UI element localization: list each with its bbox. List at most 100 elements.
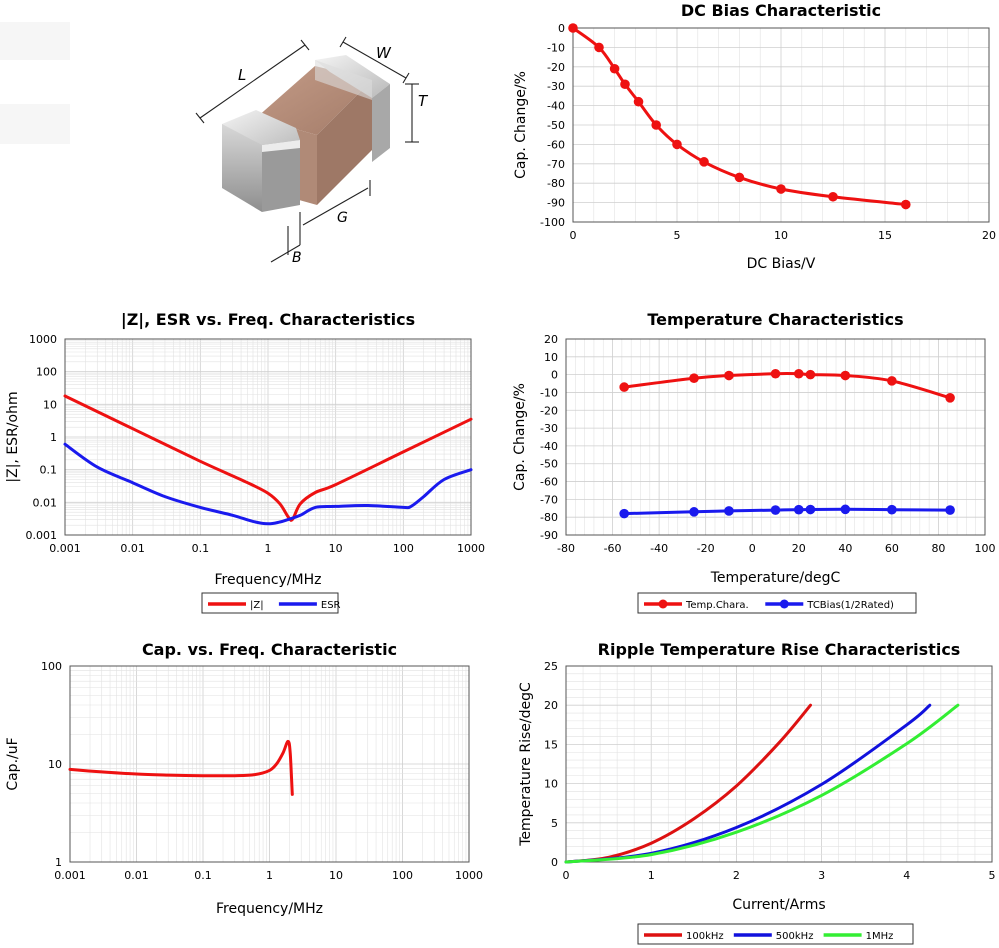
y-tick-label: -60 (540, 476, 558, 489)
y-axis-label: Cap./uF (5, 737, 21, 790)
data-point (840, 504, 851, 515)
chart-cap-freq: 0.001 0.01 0.1 1 10 100 1000 100 10 1 Cap. vs. Fre… (5, 640, 483, 917)
x-tick-label: 40 (838, 542, 852, 555)
x-tick-label: 20 (792, 542, 806, 555)
x-tick-label: 15 (878, 229, 892, 242)
data-point (620, 79, 630, 90)
x-tick-label: 1 (648, 869, 655, 882)
x-tick-label: 0 (570, 229, 577, 242)
y-tick-label: 100 (36, 366, 57, 379)
data-point (672, 139, 682, 150)
x-tick-label: 0.001 (54, 869, 86, 882)
legend-marker (658, 599, 668, 609)
y-tick-label: 1 (50, 431, 57, 444)
y-tick-label: 5 (551, 817, 558, 830)
legend: Temp.Chara. TCBias(1/2Rated) (637, 592, 917, 614)
legend-label: Temp.Chara. (685, 600, 749, 611)
dimension-label-l: L (238, 66, 246, 84)
x-tick-label: 80 (931, 542, 945, 555)
x-tick-label: -80 (557, 542, 575, 555)
charts-layer: 0 5 10 15 200-10-20-30-40-50-60-70-80-90-100… (5, 1, 996, 945)
data-point (594, 42, 604, 53)
data-point (609, 63, 620, 74)
x-tick-label: 0.1 (192, 542, 210, 555)
x-tick-label: -60 (604, 542, 622, 555)
x-tick-label: 100 (975, 542, 996, 555)
x-tick-label: -40 (650, 542, 668, 555)
y-tick-label: -30 (547, 80, 565, 93)
plot-frame (572, 27, 990, 223)
y-axis-label: Cap. Change/% (512, 383, 528, 491)
y-tick-label: 25 (544, 660, 558, 673)
x-tick-label: 10 (774, 229, 788, 242)
legend: |Z| ESR (201, 592, 341, 614)
y-tick-label: -70 (547, 158, 565, 171)
x-axis-label: Temperature/degC (710, 570, 841, 586)
y-tick-label: 100 (41, 660, 62, 673)
y-tick-label: 0.1 (40, 464, 58, 477)
y-tick-label: -80 (540, 511, 558, 524)
chart-temp: -80 -60 -40 -20 0 20 40 60 80 10020100-10-20-30-4… (512, 310, 996, 614)
x-tick-label: 100 (393, 542, 414, 555)
chart-title: |Z|, ESR vs. Freq. Characteristics (121, 310, 415, 330)
y-axis-label: Temperature Rise/degC (518, 682, 534, 847)
chart-ripple: 0 1 2 3 4 5 25 20 15 10 5 0 Ripple Temperature Rise … (518, 640, 996, 945)
plot-frame (69, 665, 470, 863)
dimension-label-g: G (337, 210, 348, 226)
y-tick-label: -90 (547, 197, 565, 210)
data-point (945, 505, 955, 515)
data-point (901, 199, 911, 210)
x-tick-label: 0.1 (194, 869, 212, 882)
series-line-main (68, 739, 294, 796)
y-axis-label: |Z|, ESR/ohm (5, 391, 21, 482)
x-tick-label: 5 (674, 229, 681, 242)
data-point (887, 504, 897, 515)
x-tick-label: 10 (329, 869, 343, 882)
y-tick-label: 1 (55, 856, 62, 869)
x-tick-label: 5 (989, 869, 996, 882)
chart-title: Temperature Characteristics (647, 310, 903, 329)
x-tick-label: 1000 (455, 869, 483, 882)
dimension-label-t: T (418, 92, 429, 110)
x-tick-label: 10 (329, 542, 343, 555)
x-tick-label: 1 (265, 542, 272, 555)
y-tick-label: -90 (540, 529, 558, 542)
y-tick-label: 1000 (29, 333, 57, 346)
y-tick-label: -50 (540, 458, 558, 471)
y-tick-label: -40 (547, 100, 565, 113)
chart-title: DC Bias Characteristic (681, 1, 881, 20)
y-tick-label: 0 (551, 856, 558, 869)
data-point (776, 184, 786, 194)
legend-box (201, 592, 339, 614)
y-tick-label: 10 (43, 398, 57, 411)
x-tick-label: 3 (818, 869, 825, 882)
y-tick-label: 20 (544, 699, 558, 712)
data-point (651, 120, 661, 130)
y-tick-label: -10 (547, 41, 565, 54)
data-point (887, 376, 897, 386)
x-tick-label: 60 (885, 542, 899, 555)
legend-box (637, 923, 914, 945)
y-tick-label: 0 (551, 369, 558, 382)
series-line-ESR (63, 442, 473, 526)
data-point (793, 504, 804, 515)
plot-frame (565, 665, 993, 863)
series-line-|Z| (63, 394, 473, 522)
x-tick-label: 4 (903, 869, 910, 882)
data-point (805, 504, 816, 515)
y-tick-label: -40 (540, 440, 558, 453)
chart-title: Cap. vs. Freq. Characteristic (142, 640, 397, 659)
x-axis-label: Current/Arms (732, 897, 825, 913)
y-tick-label: -100 (540, 216, 565, 229)
data-point (828, 191, 838, 202)
y-tick-label: 0.001 (26, 529, 58, 542)
data-point (770, 368, 781, 379)
data-point (724, 506, 734, 516)
x-tick-label: 1000 (457, 542, 485, 555)
x-tick-label: 1 (266, 869, 273, 882)
y-tick-label: -80 (547, 177, 565, 190)
faint-block (0, 22, 70, 60)
chart-dc-bias: 0 5 10 15 20 0 -10 -20 -30 -40 -50 -60 -70 -80 -90 -100… (513, 1, 996, 272)
legend-label: ESR (321, 600, 341, 611)
data-point (770, 505, 781, 515)
